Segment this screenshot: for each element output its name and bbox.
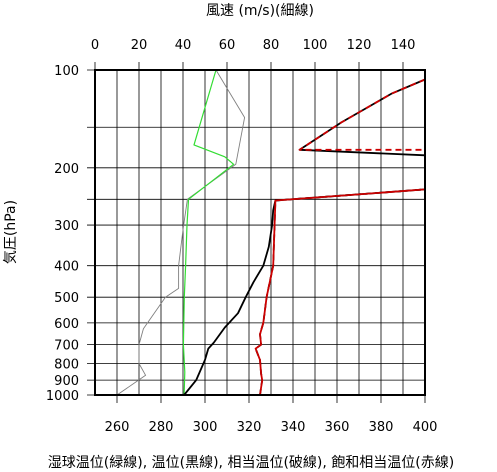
series-upper-wind-black	[298, 78, 426, 157]
tick-label-bottom-300: 300	[193, 420, 218, 435]
tick-label-pressure-100: 100	[54, 64, 79, 79]
left-axis-title: 気圧(hPa)	[3, 200, 19, 264]
tick-label-pressure-600: 600	[54, 317, 79, 332]
series-wind-speed	[116, 69, 246, 396]
tick-label-top-20: 20	[131, 38, 148, 53]
tick-label-top-80: 80	[263, 38, 280, 53]
tick-label-top-60: 60	[219, 38, 236, 53]
tick-label-pressure-900: 900	[54, 374, 79, 389]
tick-label-bottom-380: 380	[369, 420, 394, 435]
tick-label-pressure-200: 200	[54, 162, 79, 177]
series-saturated-equivalent-potential-temperature	[254, 188, 426, 396]
tick-label-top-0: 0	[91, 38, 99, 53]
tick-label-bottom-320: 320	[237, 420, 262, 435]
series-upper-saturated-red	[298, 78, 426, 151]
tick-label-top-100: 100	[303, 38, 328, 53]
plot-frame	[94, 69, 426, 396]
tick-label-pressure-700: 700	[54, 339, 79, 354]
tick-label-top-40: 40	[175, 38, 192, 53]
tick-label-top-120: 120	[347, 38, 372, 53]
tick-label-top-140: 140	[391, 38, 416, 53]
top-axis-title: 風速 (m/s)(細線)	[206, 3, 314, 19]
tick-label-bottom-280: 280	[149, 420, 174, 435]
tick-label-pressure-1000: 1000	[46, 389, 79, 404]
tick-label-bottom-340: 340	[281, 420, 306, 435]
bottom-axis-title: 湿球温位(緑線), 温位(黒線), 相当温位(破線), 飽和相当温位(赤線)	[48, 454, 454, 471]
data-series	[116, 69, 426, 396]
series-wet-bulb-potential-temperature	[182, 69, 235, 396]
series-potential-temperature	[183, 188, 426, 396]
tick-label-pressure-800: 800	[54, 358, 79, 373]
tick-label-pressure-500: 500	[54, 291, 79, 306]
tick-label-bottom-400: 400	[413, 420, 438, 435]
tick-label-bottom-360: 360	[325, 420, 350, 435]
tick-label-pressure-300: 300	[54, 219, 79, 234]
tick-label-pressure-400: 400	[54, 260, 79, 275]
series-equivalent-potential-temperature	[254, 188, 426, 396]
tick-labels: 0 20 40 60 80 100 120 140 260 280 300 320 340 360 380 4…	[46, 38, 438, 435]
tick-label-bottom-260: 260	[105, 420, 130, 435]
